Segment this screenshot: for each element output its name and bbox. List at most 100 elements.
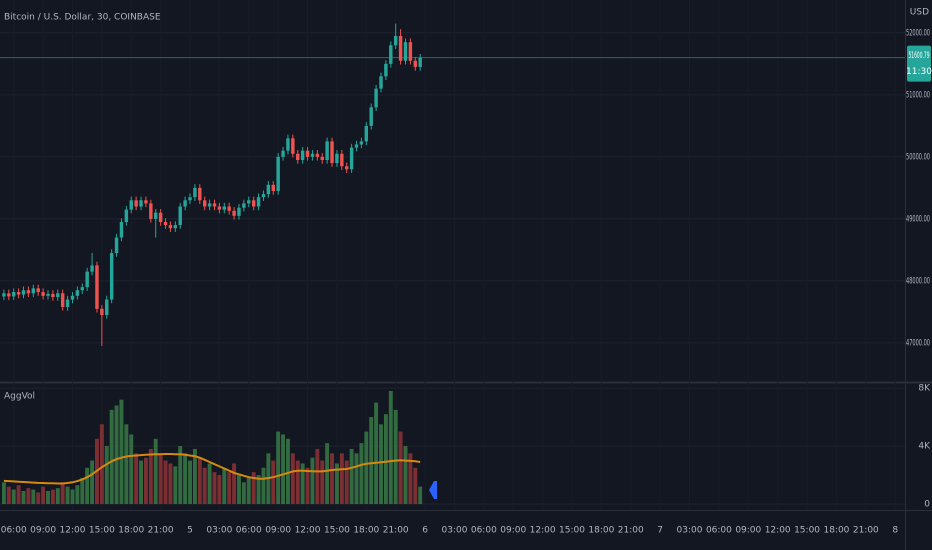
volume-bar [70, 489, 75, 505]
volume-bar [192, 448, 197, 505]
candle-body [393, 35, 398, 46]
volume-bar [46, 491, 50, 505]
volume-bar [55, 488, 60, 505]
scroll-arrow[interactable] [429, 481, 437, 499]
volume-bar [295, 460, 300, 505]
y-tick-label: 50000.00 [906, 152, 930, 162]
x-tick-label: 15:00 [89, 526, 115, 536]
volume-bar [139, 460, 143, 505]
volume-bar [99, 424, 104, 505]
candle-body [65, 299, 70, 307]
volume-bar [339, 453, 344, 505]
candle-body [418, 57, 422, 67]
candle-body [374, 88, 378, 108]
candle-body [305, 150, 310, 157]
y-tick-label: 51000.00 [906, 90, 930, 100]
candle-body [296, 153, 300, 160]
volume-bar [232, 463, 237, 505]
volume-bar [183, 453, 188, 505]
candle-body [247, 200, 251, 204]
volume-bar [217, 475, 222, 505]
chart-title: Bitcoin / U.S. Dollar, 30, COINBASE [4, 13, 161, 23]
volume-bar [261, 467, 266, 505]
x-tick-label: 15:00 [324, 526, 350, 536]
candle-body [389, 45, 393, 64]
last-price-label: 51600.79 [909, 51, 930, 61]
candle-body [100, 308, 104, 316]
candle-body [315, 153, 320, 157]
axis-unit: USD [910, 8, 929, 18]
volume-bar [36, 492, 41, 505]
volume-bar [310, 457, 315, 505]
countdown-label: 11:30 [906, 67, 932, 77]
volume-bar [158, 453, 163, 505]
volume-bar [227, 472, 232, 505]
volume-bar [334, 463, 339, 505]
candle-body [212, 203, 217, 207]
candle-body [354, 144, 359, 148]
candle-body [129, 200, 133, 210]
candle-body [413, 60, 417, 67]
volume-bar [197, 457, 202, 505]
candle-body [369, 107, 373, 126]
candle-body [384, 63, 388, 77]
volume-bar [374, 402, 379, 505]
volume-bar [379, 424, 383, 505]
volume-bar [359, 443, 364, 505]
indicator-title: AggVol [4, 392, 35, 402]
candle-body [46, 293, 50, 296]
volume-bar [246, 477, 251, 505]
candle-body [41, 292, 45, 296]
candle-body [251, 200, 256, 207]
volume-bar [418, 486, 423, 505]
candle-body [124, 209, 129, 223]
volume-bar [305, 467, 310, 505]
volume-bar [11, 489, 16, 505]
volume-bar [143, 457, 148, 505]
volume-bar [398, 431, 403, 505]
volume-bar [173, 466, 178, 505]
candle-body [266, 184, 271, 195]
x-tick-label: 18:00 [588, 526, 614, 536]
volume-bar [212, 472, 217, 505]
volume-bar [330, 453, 334, 505]
volume-bar [222, 467, 227, 505]
candle-body [276, 156, 280, 191]
volume-bar [50, 489, 55, 505]
candle-body [139, 200, 143, 207]
volume-bar [354, 453, 359, 505]
x-tick-label: 18:00 [823, 526, 849, 536]
x-tick-label: 7 [657, 526, 663, 536]
candle-body [281, 150, 285, 157]
volume-bar [31, 489, 36, 505]
x-tick-label: 06:00 [236, 526, 262, 536]
candle-body [237, 207, 241, 216]
candle-body [349, 147, 354, 170]
candle-body [163, 222, 168, 226]
candle-body [222, 206, 227, 210]
x-tick-label: 15:00 [794, 526, 820, 536]
x-tick-label: 18:00 [353, 526, 379, 536]
volume-bar [153, 438, 158, 505]
candle-body [364, 125, 369, 142]
candle-body [202, 200, 207, 207]
y-tick-label: 49000.00 [906, 214, 930, 224]
candle-body [173, 225, 178, 229]
volume-bar [364, 431, 369, 505]
candle-body [320, 156, 324, 160]
y-tick-label: 52000.00 [906, 28, 930, 38]
y-tick-label: 0 [924, 500, 930, 510]
candle-body [325, 141, 329, 160]
x-tick-label: 21:00 [383, 526, 409, 536]
volume-bar [129, 434, 134, 505]
volume-bar [320, 460, 325, 505]
volume-bar [80, 477, 85, 505]
volume-bar [41, 486, 46, 505]
volume-bar [237, 475, 241, 505]
candle-body [300, 150, 305, 160]
candle-body [31, 288, 36, 294]
volume-bar [393, 409, 398, 505]
volume-bar [124, 424, 129, 505]
volume-bar [290, 453, 295, 505]
